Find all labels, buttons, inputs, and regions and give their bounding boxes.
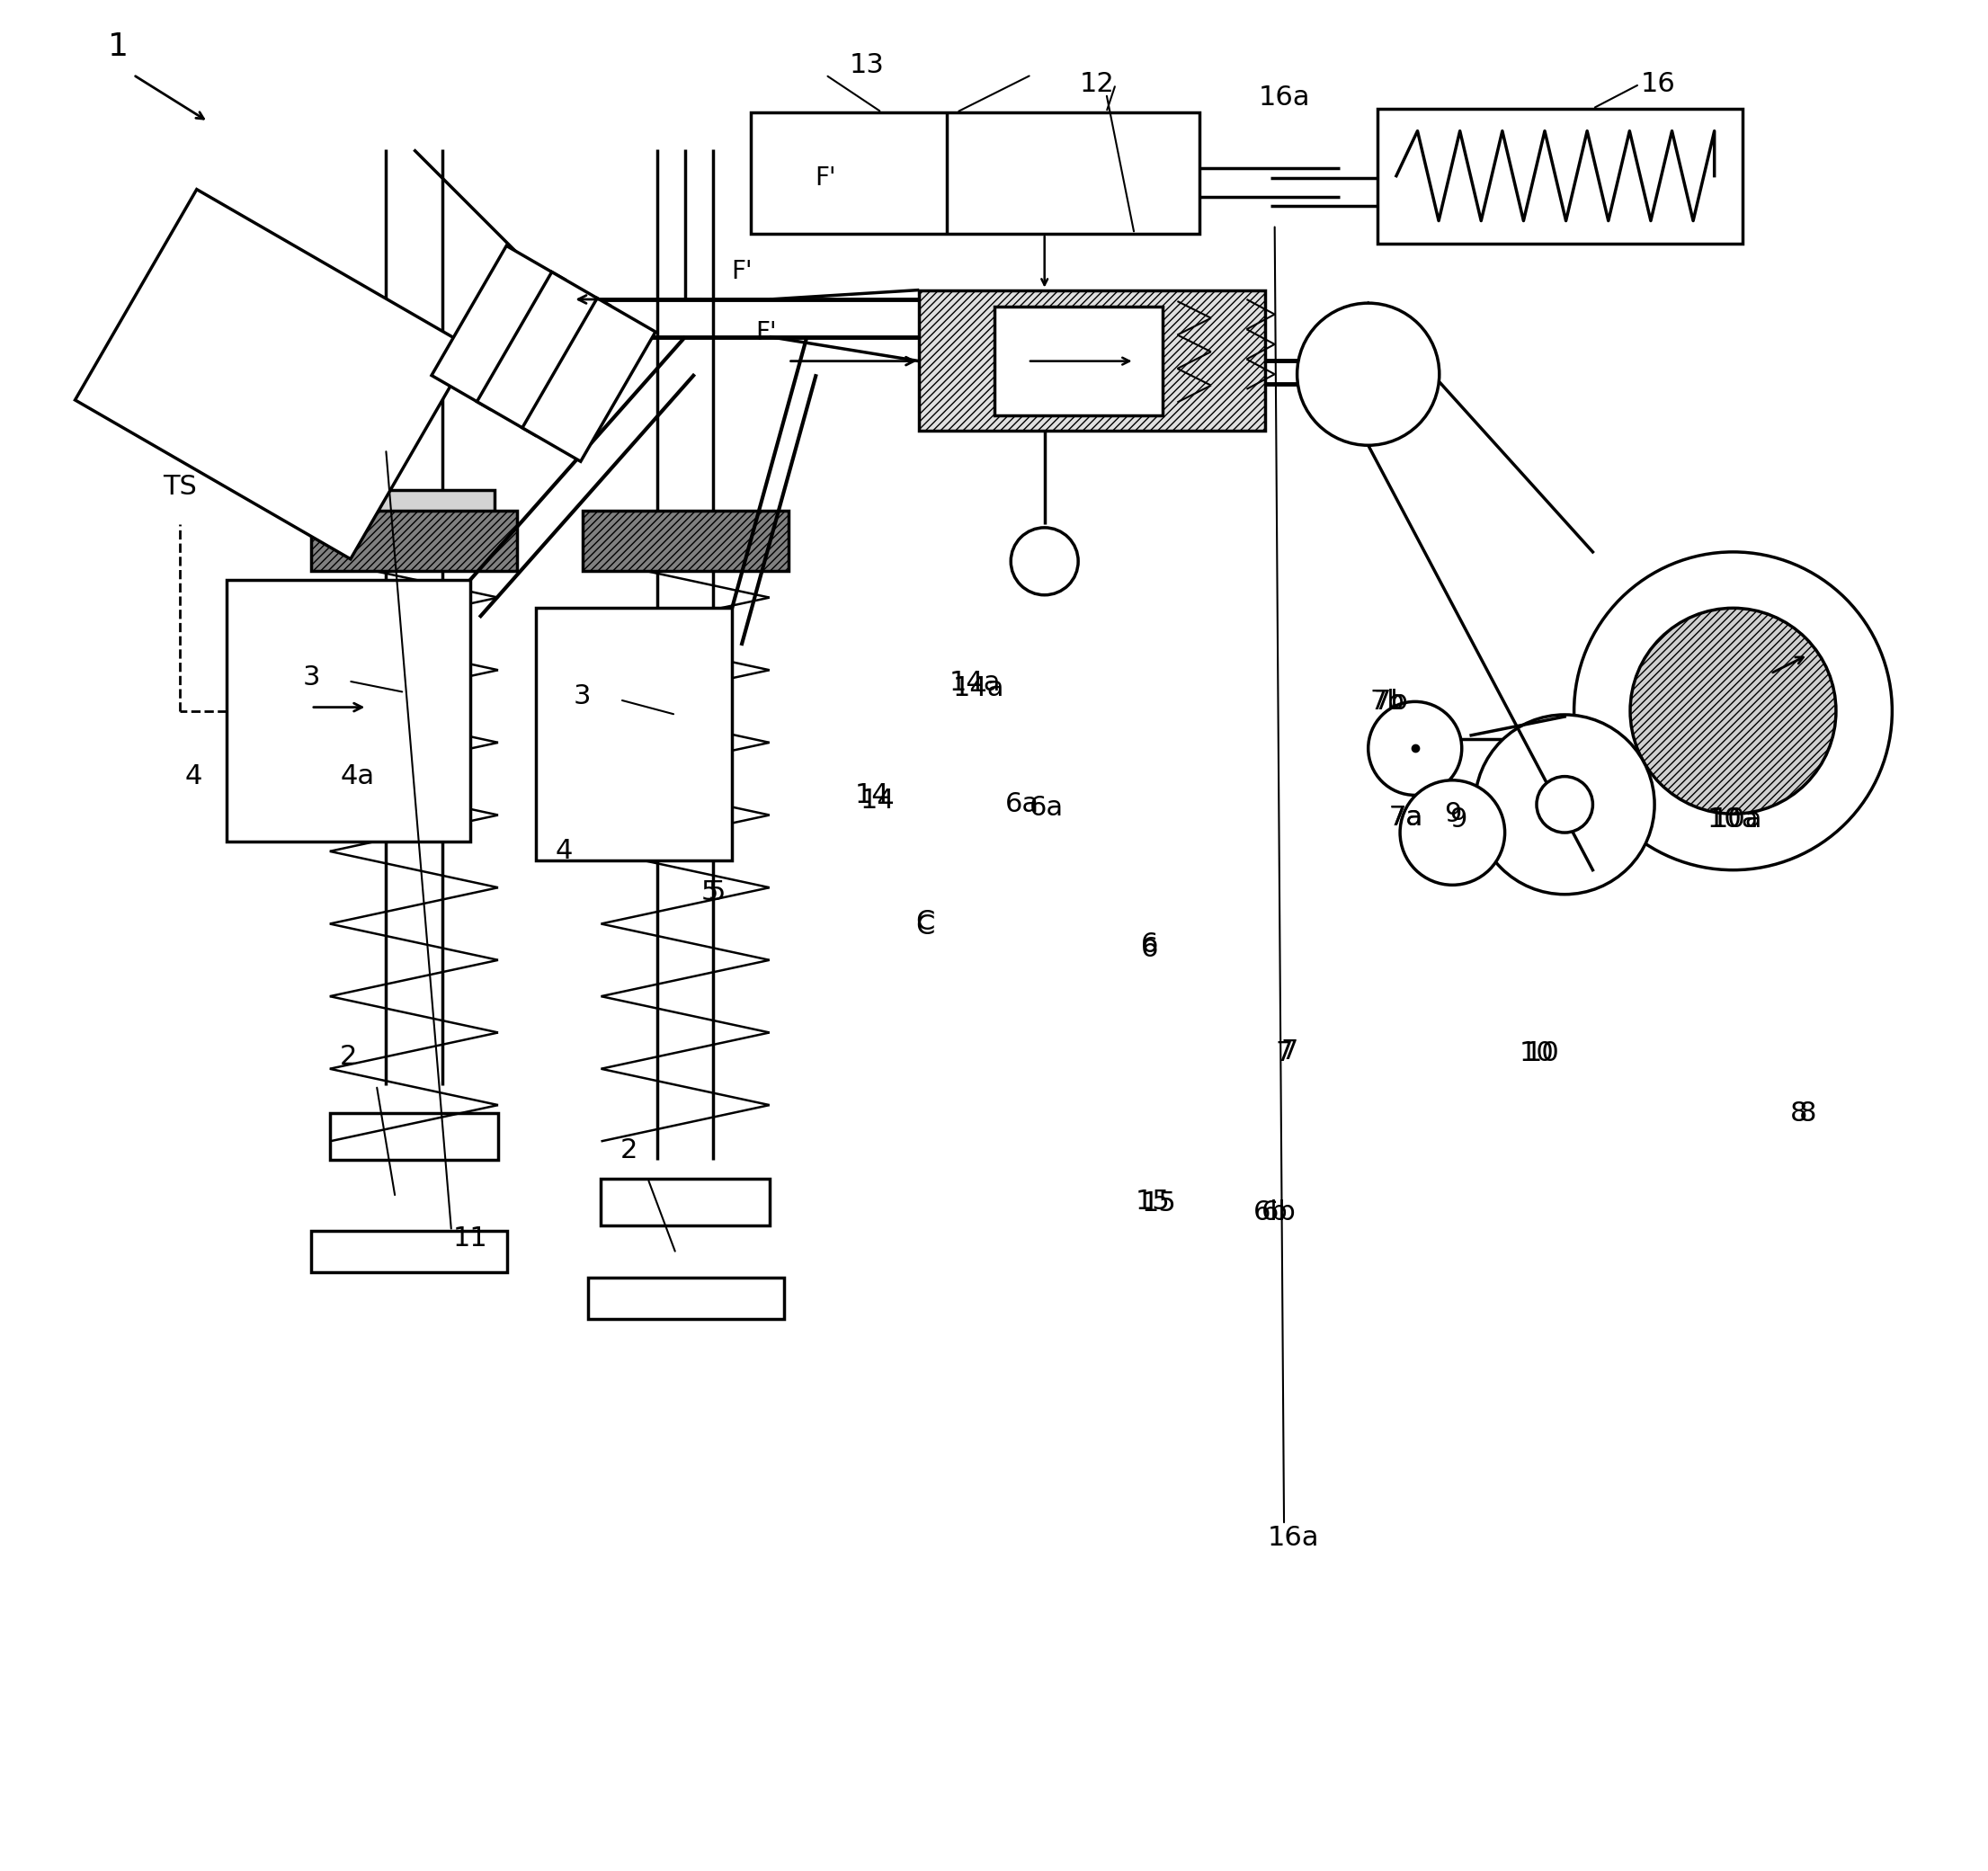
Text: 9: 9 xyxy=(1449,806,1467,833)
Text: 10a: 10a xyxy=(1708,806,1759,833)
Bar xyxy=(600,1179,769,1226)
Text: 10a: 10a xyxy=(1712,806,1763,833)
Bar xyxy=(994,307,1163,415)
Text: 6a: 6a xyxy=(1004,791,1040,818)
Text: 6b: 6b xyxy=(1254,1199,1288,1226)
Text: 3: 3 xyxy=(575,683,590,709)
Text: 15: 15 xyxy=(1135,1188,1171,1214)
Text: 10: 10 xyxy=(1519,1040,1555,1066)
Text: 6: 6 xyxy=(1141,932,1159,958)
Text: 5: 5 xyxy=(708,879,726,906)
Text: 14a: 14a xyxy=(952,675,1004,702)
Text: F': F' xyxy=(815,165,837,191)
Bar xyxy=(336,490,495,524)
Text: 5: 5 xyxy=(702,879,718,906)
Text: F': F' xyxy=(732,258,751,284)
Bar xyxy=(330,1113,499,1160)
Bar xyxy=(310,1231,507,1272)
Text: TS: TS xyxy=(163,473,197,500)
Circle shape xyxy=(1574,552,1893,870)
Bar xyxy=(535,608,732,861)
Text: C: C xyxy=(914,913,934,939)
Text: 7a: 7a xyxy=(1388,805,1423,831)
Text: 8: 8 xyxy=(1799,1100,1817,1126)
Text: 13: 13 xyxy=(849,52,885,79)
Text: 2: 2 xyxy=(620,1138,638,1164)
Text: 7: 7 xyxy=(1276,1040,1292,1066)
Text: 8: 8 xyxy=(1789,1100,1807,1126)
Bar xyxy=(1378,109,1741,243)
Text: 7: 7 xyxy=(1280,1038,1298,1065)
Text: 14a: 14a xyxy=(950,670,1002,696)
Text: 12: 12 xyxy=(1079,71,1115,97)
Text: 16a: 16a xyxy=(1258,84,1310,110)
Text: 3: 3 xyxy=(302,664,320,690)
Text: 6a: 6a xyxy=(1030,795,1064,821)
Bar xyxy=(588,1278,785,1319)
Text: 11: 11 xyxy=(453,1226,487,1252)
Circle shape xyxy=(1475,715,1654,894)
Text: 1: 1 xyxy=(107,32,129,62)
Bar xyxy=(582,511,787,571)
Circle shape xyxy=(1400,780,1505,885)
Text: 4a: 4a xyxy=(340,763,376,790)
Text: 7b: 7b xyxy=(1370,689,1404,715)
Bar xyxy=(310,511,517,571)
Text: 16: 16 xyxy=(1640,71,1676,97)
Circle shape xyxy=(1010,528,1077,595)
Bar xyxy=(1423,739,1547,786)
Text: 14: 14 xyxy=(855,782,891,808)
Text: 10: 10 xyxy=(1525,1040,1561,1066)
Bar xyxy=(918,290,1264,430)
Text: 4: 4 xyxy=(555,838,573,864)
Circle shape xyxy=(1537,776,1592,833)
Text: 15: 15 xyxy=(1141,1190,1177,1216)
Text: 7b: 7b xyxy=(1374,689,1408,715)
Circle shape xyxy=(1368,702,1461,795)
Text: 14: 14 xyxy=(861,788,895,814)
Text: 6: 6 xyxy=(1141,936,1159,962)
Text: 9: 9 xyxy=(1443,801,1461,827)
Text: 2: 2 xyxy=(340,1044,358,1070)
Text: 16a: 16a xyxy=(1268,1525,1320,1551)
Polygon shape xyxy=(431,245,565,410)
Polygon shape xyxy=(523,297,656,462)
Circle shape xyxy=(1296,303,1439,445)
Bar xyxy=(751,112,1201,234)
Text: 4: 4 xyxy=(185,763,203,790)
Text: C: C xyxy=(914,909,934,936)
Circle shape xyxy=(1630,608,1837,814)
Bar xyxy=(227,580,469,842)
Text: 7a: 7a xyxy=(1388,805,1423,831)
Text: F': F' xyxy=(755,320,775,346)
Polygon shape xyxy=(477,271,610,436)
Text: 6b: 6b xyxy=(1260,1199,1296,1226)
Bar xyxy=(606,528,765,561)
Polygon shape xyxy=(76,189,473,559)
